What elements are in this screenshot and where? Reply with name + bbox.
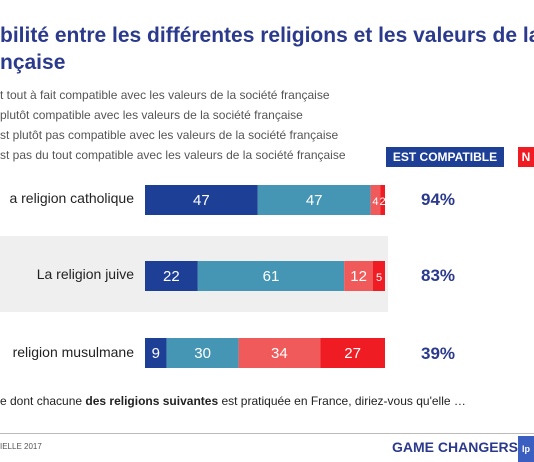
question-bold: des religions suivantes [85, 394, 219, 408]
bar-segment-1-3 [370, 185, 381, 215]
bar-segment-3-4 [320, 338, 385, 368]
bar-segment-1-4 [380, 185, 385, 215]
legend-item-1: t tout à fait compatible avec les valeur… [0, 88, 330, 102]
legend-item-2: plutôt compatible avec les valeurs de la… [0, 108, 303, 122]
total-compatible-juive: 83% [420, 266, 456, 285]
bar-segment-3-1 [145, 338, 167, 368]
bar-value-label-2-3: 12 [350, 268, 367, 285]
category-label-juive: La religion juive [36, 266, 134, 282]
bar-value-label-1-3: 4 [372, 196, 378, 208]
bar-value-label-3-1: 9 [152, 345, 160, 362]
total-compatible-musulmane: 39% [420, 344, 456, 363]
chart-title-line-2: nçaise [0, 51, 66, 74]
bar-value-label-2-1: 22 [163, 268, 180, 285]
bar-value-label-1-4: 2 [380, 196, 386, 208]
badge-not-compatible: N [518, 147, 534, 167]
ipsos-logo: Ip [518, 436, 534, 462]
bar-value-label-3-2: 30 [194, 345, 211, 362]
chart-title-line-1: bilité entre les différentes religions e… [0, 24, 534, 47]
footer-source: IELLE 2017 [0, 442, 42, 451]
bar-value-label-3-4: 27 [344, 345, 361, 362]
bar-segment-1-2 [257, 185, 371, 215]
chart-title: bilité entre les différentes religions e… [0, 22, 534, 76]
bar-value-label-3-3: 34 [271, 345, 288, 362]
bar-value-label-2-2: 61 [263, 268, 280, 285]
total-compatible-catholique: 94% [420, 190, 456, 209]
question-suffix: est pratiquée en France, diriez-vous qu'… [218, 394, 466, 408]
category-label-musulmane: religion musulmane [12, 344, 134, 360]
brand-game-changers: GAME CHANGERS [392, 439, 519, 455]
bar-segment-3-3 [238, 338, 321, 368]
question-text: e dont chacune des religions suivantes e… [0, 394, 466, 408]
badge-est-compatible: EST COMPATIBLE [386, 147, 504, 167]
bar-segment-2-2 [197, 261, 345, 291]
legend-item-4: st pas du tout compatible avec les valeu… [0, 148, 346, 162]
bar-segment-2-4 [373, 261, 385, 291]
bar-value-label-1-1: 47 [193, 192, 210, 209]
bar-segment-2-3 [344, 261, 373, 291]
category-label-catholique: a religion catholique [9, 190, 134, 206]
legend-item-3: st plutôt pas compatible avec les valeur… [0, 128, 339, 142]
bar-value-label-2-4: 5 [376, 272, 382, 284]
footer-divider [0, 433, 534, 434]
bar-segment-1-1 [145, 185, 258, 215]
bar-value-label-1-2: 47 [306, 192, 323, 209]
bar-segment-2-1 [145, 261, 198, 291]
question-prefix: e dont chacune [0, 394, 86, 408]
bar-segment-3-2 [166, 338, 239, 368]
